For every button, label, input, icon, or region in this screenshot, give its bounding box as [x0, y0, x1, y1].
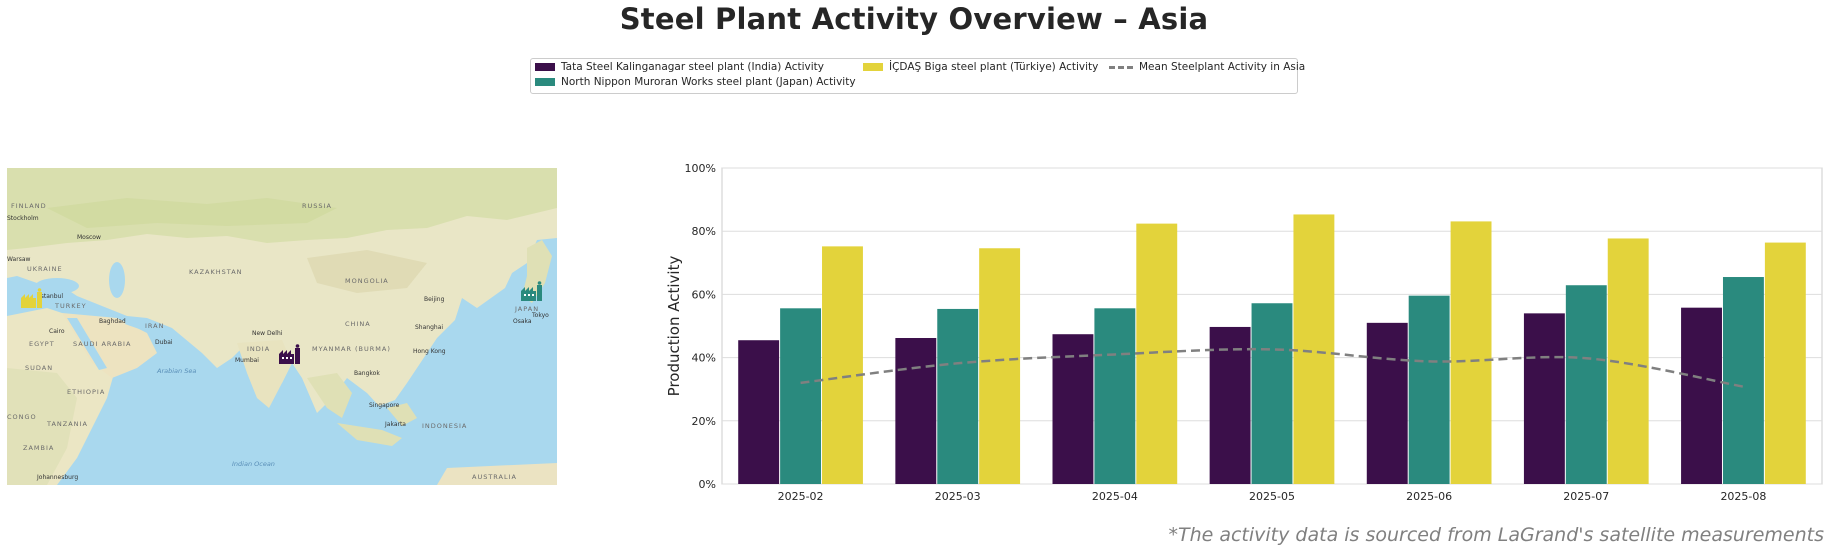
map-label-russia: RUSSIA	[302, 202, 332, 210]
map-label-saudi: SAUDI ARABIA	[73, 340, 131, 348]
legend: Tata Steel Kalinganagar steel plant (Ind…	[530, 58, 1305, 94]
bar	[1764, 242, 1806, 484]
bar	[1209, 326, 1251, 484]
footnote: *The activity data is sourced from LaGra…	[1168, 524, 1824, 546]
map-label-myanmar: MYANMAR (BURMA)	[312, 345, 391, 353]
bar	[1450, 221, 1492, 484]
map-label-shanghai: Shanghai	[415, 324, 443, 331]
map-label-osaka: Osaka	[513, 318, 532, 325]
legend-item-india: Tata Steel Kalinganagar steel plant (Ind…	[535, 61, 824, 73]
map-label-china: CHINA	[345, 320, 371, 328]
map-label-jakarta: Jakarta	[384, 421, 406, 428]
bar	[979, 248, 1021, 484]
bar	[822, 246, 863, 484]
legend-swatch-turkiye	[863, 63, 883, 71]
map-label-bangkok: Bangkok	[354, 370, 380, 377]
bar	[1565, 285, 1607, 484]
x-tick-label: 2025-05	[1249, 490, 1295, 503]
legend-label-japan: North Nippon Muroran Works steel plant (…	[561, 76, 856, 88]
map-label-ethiopia: ETHIOPIA	[67, 388, 105, 396]
map-label-beijing: Beijing	[424, 296, 445, 303]
y-tick-label: 100%	[685, 162, 716, 175]
bar	[1366, 322, 1408, 484]
legend-label-mean: Mean Steelplant Activity in Asia	[1139, 61, 1306, 73]
map-label-australia: AUSTRALIA	[472, 473, 517, 481]
map-label-istanbul: Istanbul	[39, 293, 63, 300]
map-label-newdelhi: New Delhi	[252, 330, 283, 337]
map-label-arabiansea: Arabian Sea	[156, 367, 196, 375]
bar	[1408, 295, 1450, 484]
legend-swatch-india	[535, 63, 555, 71]
india-plant-marker	[279, 344, 300, 364]
bar-chart: 0% 20% 40% 60% 80% 100% Production Activity 202…	[660, 160, 1828, 514]
map-label-zambia: ZAMBIA	[23, 444, 54, 452]
japan-plant-marker	[521, 281, 542, 301]
bar	[895, 338, 937, 484]
map-label-indonesia: INDONESIA	[422, 422, 467, 430]
chart-title: Steel Plant Activity Overview – Asia	[619, 2, 1209, 36]
x-tick-label: 2025-02	[778, 490, 824, 503]
map-label-cairo: Cairo	[49, 328, 65, 335]
x-tick-label: 2025-04	[1092, 490, 1138, 503]
legend-swatch-mean	[1109, 65, 1133, 69]
x-tick-label: 2025-03	[935, 490, 981, 503]
y-axis-label: Production Activity	[665, 256, 683, 397]
y-tick-label: 80%	[692, 225, 716, 238]
map-label-hongkong: Hong Kong	[413, 348, 446, 355]
bar	[1523, 313, 1565, 484]
map-label-ukraine: UKRAINE	[27, 265, 63, 273]
legend-item-japan: North Nippon Muroran Works steel plant (…	[535, 76, 856, 88]
map-label-finland: FINLAND	[11, 202, 47, 210]
map-label-baghdad: Baghdad	[99, 318, 126, 325]
x-tick-label: 2025-08	[1720, 490, 1766, 503]
legend-swatch-japan	[535, 78, 555, 86]
bar	[1681, 307, 1722, 484]
map-label-iran: IRAN	[145, 322, 164, 330]
x-tick-label: 2025-06	[1406, 490, 1452, 503]
map-label-johannesburg: Johannesburg	[36, 474, 78, 481]
bar	[1052, 334, 1094, 484]
map-label-singapore: Singapore	[369, 402, 400, 409]
y-tick-label: 40%	[692, 352, 716, 365]
map-label-dubai: Dubai	[155, 339, 173, 346]
map-label-moscow: Moscow	[77, 234, 101, 241]
bar	[1293, 214, 1335, 484]
x-tick-label: 2025-07	[1563, 490, 1609, 503]
y-tick-label: 60%	[692, 288, 716, 301]
map-label-indianocean: Indian Ocean	[232, 460, 275, 468]
y-tick-label: 20%	[692, 415, 716, 428]
bar	[1722, 277, 1764, 484]
map-label-japan: JAPAN	[514, 305, 539, 313]
map-label-sudan: SUDAN	[25, 364, 53, 372]
map-label-turkey: TURKEY	[54, 302, 87, 310]
legend-label-india: Tata Steel Kalinganagar steel plant (Ind…	[561, 61, 824, 73]
legend-item-mean: Mean Steelplant Activity in Asia	[1109, 61, 1305, 73]
map-label-mongolia: MONGOLIA	[345, 277, 389, 285]
bar	[780, 308, 822, 484]
map-label-india: INDIA	[247, 345, 270, 353]
bar	[937, 308, 979, 484]
map-label-tanzania: TANZANIA	[46, 420, 88, 428]
bar	[1251, 303, 1293, 484]
map-label-warsaw: Warsaw	[7, 256, 30, 263]
bar-chart-svg: 0% 20% 40% 60% 80% 100% Production Activity 202…	[665, 162, 1823, 503]
legend-label-turkiye: İÇDAŞ Biga steel plant (Türkiye) Activit…	[889, 61, 1099, 73]
legend-item-turkiye: İÇDAŞ Biga steel plant (Türkiye) Activit…	[863, 61, 1098, 73]
map-label-kazakhstan: KAZAKHSTAN	[189, 268, 243, 276]
map-label-tokyo: Tokyo	[531, 312, 549, 319]
map-label-mumbai: Mumbai	[235, 357, 259, 364]
map-label-stockholm: Stockholm	[7, 215, 39, 222]
asia-map: RUSSIA FINLAND Stockholm Moscow Warsaw U…	[7, 168, 557, 485]
bar	[738, 340, 780, 484]
bar	[1094, 308, 1136, 484]
map-label-egypt: EGYPT	[29, 340, 55, 348]
y-tick-label: 0%	[699, 478, 716, 491]
map-label-congo: CONGO	[7, 413, 37, 421]
mean-line	[800, 347, 1744, 388]
turkiye-plant-marker	[21, 288, 42, 308]
